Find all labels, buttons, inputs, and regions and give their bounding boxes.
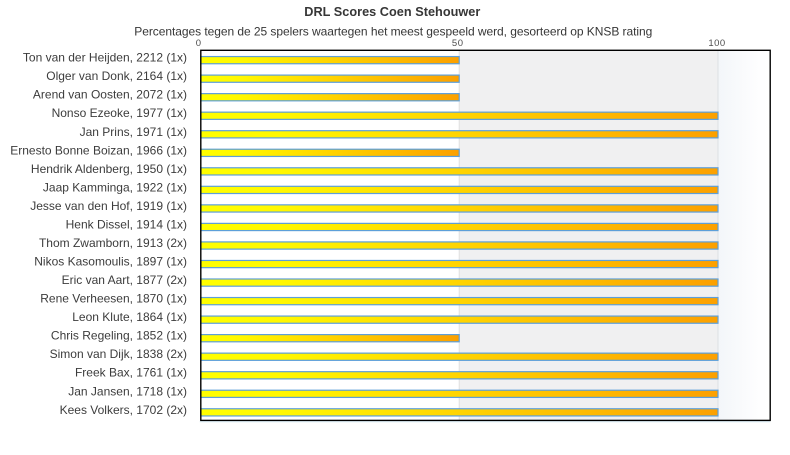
svg-text:100: 100 — [708, 38, 725, 49]
svg-text:Jan Prins, 1971 (1x): Jan Prins, 1971 (1x) — [80, 125, 187, 139]
svg-text:Jesse van den Hof, 1919 (1x): Jesse van den Hof, 1919 (1x) — [30, 199, 187, 213]
svg-text:Thom Zwamborn, 1913 (2x): Thom Zwamborn, 1913 (2x) — [39, 236, 187, 250]
svg-text:0: 0 — [196, 38, 202, 49]
svg-text:Simon van Dijk, 1838 (2x): Simon van Dijk, 1838 (2x) — [50, 347, 187, 361]
svg-text:Chris Regeling, 1852 (1x): Chris Regeling, 1852 (1x) — [51, 329, 187, 343]
svg-text:DRL Scores Coen Stehouwer: DRL Scores Coen Stehouwer — [304, 5, 480, 19]
svg-text:Ton van der Heijden, 2212 (1x): Ton van der Heijden, 2212 (1x) — [23, 51, 187, 65]
svg-text:Eric van Aart, 1877 (2x): Eric van Aart, 1877 (2x) — [62, 273, 187, 287]
svg-text:Nonso Ezeoke, 1977 (1x): Nonso Ezeoke, 1977 (1x) — [52, 106, 187, 120]
svg-text:Nikos Kasomoulis, 1897 (1x): Nikos Kasomoulis, 1897 (1x) — [34, 255, 187, 269]
svg-text:Rene Verheesen, 1870 (1x): Rene Verheesen, 1870 (1x) — [40, 292, 187, 306]
svg-text:Leon Klute, 1864 (1x): Leon Klute, 1864 (1x) — [72, 310, 187, 324]
svg-text:Hendrik Aldenberg, 1950 (1x): Hendrik Aldenberg, 1950 (1x) — [31, 162, 187, 176]
svg-text:Kees Volkers, 1702 (2x): Kees Volkers, 1702 (2x) — [60, 403, 187, 417]
svg-text:Percentages tegen de 25 speler: Percentages tegen de 25 spelers waartege… — [134, 24, 652, 38]
svg-text:Jaap Kamminga, 1922 (1x): Jaap Kamminga, 1922 (1x) — [43, 180, 187, 194]
svg-text:Freek Bax, 1761 (1x): Freek Bax, 1761 (1x) — [75, 366, 187, 380]
svg-text:Arend van Oosten, 2072 (1x): Arend van Oosten, 2072 (1x) — [33, 88, 187, 102]
svg-text:50: 50 — [452, 38, 464, 49]
svg-text:Henk Dissel, 1914 (1x): Henk Dissel, 1914 (1x) — [66, 217, 187, 231]
svg-text:Olger van Donk, 2164 (1x): Olger van Donk, 2164 (1x) — [46, 69, 187, 83]
svg-text:Jan Jansen, 1718 (1x): Jan Jansen, 1718 (1x) — [68, 384, 187, 398]
svg-text:Ernesto Bonne Boizan, 1966 (1x: Ernesto Bonne Boizan, 1966 (1x) — [10, 143, 187, 157]
